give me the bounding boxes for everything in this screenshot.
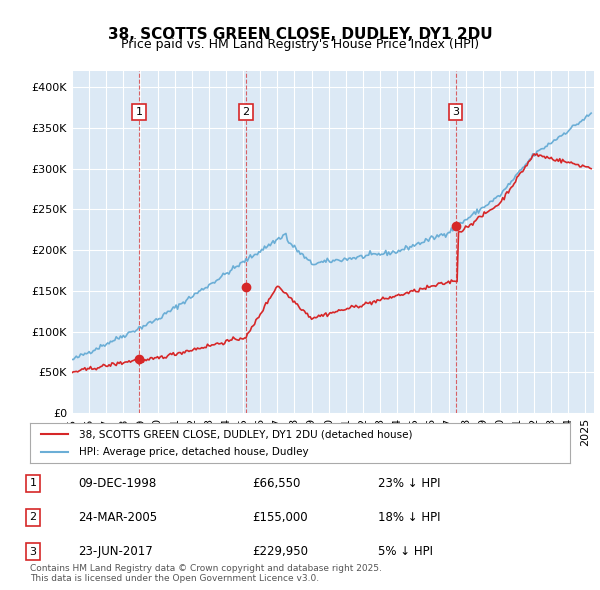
Text: £155,000: £155,000 [252,511,308,524]
Text: 5% ↓ HPI: 5% ↓ HPI [378,545,433,558]
Text: 23-JUN-2017: 23-JUN-2017 [78,545,153,558]
Text: 2: 2 [29,513,37,522]
Text: HPI: Average price, detached house, Dudley: HPI: Average price, detached house, Dudl… [79,447,308,457]
Text: 38, SCOTTS GREEN CLOSE, DUDLEY, DY1 2DU: 38, SCOTTS GREEN CLOSE, DUDLEY, DY1 2DU [107,27,493,41]
Text: 24-MAR-2005: 24-MAR-2005 [78,511,157,524]
Text: 23% ↓ HPI: 23% ↓ HPI [378,477,440,490]
Text: £66,550: £66,550 [252,477,301,490]
Text: 3: 3 [29,547,37,556]
Text: 09-DEC-1998: 09-DEC-1998 [78,477,156,490]
Text: Price paid vs. HM Land Registry's House Price Index (HPI): Price paid vs. HM Land Registry's House … [121,38,479,51]
Text: £229,950: £229,950 [252,545,308,558]
Text: 2: 2 [242,107,250,117]
Text: 38, SCOTTS GREEN CLOSE, DUDLEY, DY1 2DU (detached house): 38, SCOTTS GREEN CLOSE, DUDLEY, DY1 2DU … [79,430,412,440]
Text: 18% ↓ HPI: 18% ↓ HPI [378,511,440,524]
Text: 1: 1 [29,478,37,488]
Text: 1: 1 [136,107,143,117]
Text: 3: 3 [452,107,459,117]
Text: Contains HM Land Registry data © Crown copyright and database right 2025.
This d: Contains HM Land Registry data © Crown c… [30,563,382,583]
